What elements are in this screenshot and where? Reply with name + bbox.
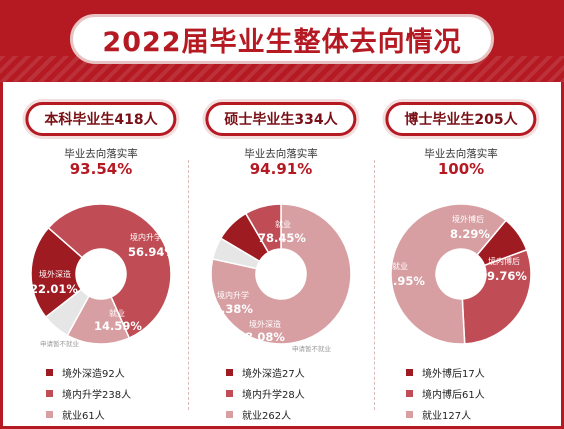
master-column: 硕士毕业生334人 毕业去向落实率 94.91% 就业 78.45% 境内升学 … bbox=[190, 98, 372, 424]
page-title: 2022届毕业生整体去向情况 bbox=[102, 26, 462, 58]
group-heading-pill: 本科毕业生418人 bbox=[25, 102, 177, 136]
legend-item: 就业61人 bbox=[46, 404, 131, 425]
segment-name-label: 境外深造 bbox=[39, 269, 71, 279]
segment-name-label: 境内升学 bbox=[217, 290, 249, 300]
legend-item: 境内博后61人 bbox=[406, 383, 485, 404]
segment-name-label: 申请暂不就业 bbox=[292, 344, 332, 353]
legend-label: 就业61人 bbox=[62, 411, 105, 422]
group-heading-pill: 博士毕业生205人 bbox=[385, 102, 537, 136]
legend: 境外深造92人 境内升学238人 就业61人 bbox=[46, 362, 131, 425]
legend-item: 境外深造27人 bbox=[226, 362, 305, 383]
segment-name-label: 就业 bbox=[392, 261, 408, 271]
segment-value-label: 22.01% bbox=[30, 282, 78, 296]
group-heading: 硕士毕业生334人 bbox=[224, 112, 338, 128]
segment-value-label: 8.29% bbox=[450, 227, 490, 241]
segment-value-label: 78.45% bbox=[258, 231, 306, 245]
legend: 境外深造27人 境内升学28人 就业262人 bbox=[226, 362, 305, 425]
legend-swatch bbox=[46, 411, 53, 418]
rate-value: 100% bbox=[437, 160, 485, 178]
segment-value-label: 29.76% bbox=[479, 269, 527, 283]
donut-chart: 就业 78.45% 境内升学 8.38% 境外深造 8.08% 申请暂不就业 bbox=[210, 203, 352, 353]
legend-swatch bbox=[226, 390, 233, 397]
segment-name-label: 境外深造 bbox=[249, 319, 281, 329]
donut-chart: 境内升学 56.94% 境外深造 22.01% 就业 14.59% 申请暂不就业 bbox=[30, 203, 176, 348]
group-heading: 博士毕业生205人 bbox=[404, 112, 518, 128]
legend-item: 境外深造92人 bbox=[46, 362, 131, 383]
rate-value: 94.91% bbox=[249, 160, 313, 178]
legend-item: 就业127人 bbox=[406, 404, 485, 425]
donut-slice bbox=[390, 203, 508, 345]
legend-label: 就业127人 bbox=[422, 411, 472, 422]
title-banner: 2022届毕业生整体去向情况 bbox=[0, 0, 564, 82]
legend-swatch bbox=[226, 369, 233, 376]
donut-slice bbox=[244, 203, 282, 254]
rate-label: 毕业去向落实率 bbox=[244, 148, 318, 160]
undergrad-column: 本科毕业生418人 毕业去向落实率 93.54% 境内升学 56.94% 境外深… bbox=[10, 98, 192, 424]
legend-item: 境外博后17人 bbox=[406, 362, 485, 383]
rate-label: 毕业去向落实率 bbox=[424, 148, 498, 160]
legend-label: 就业262人 bbox=[242, 411, 292, 422]
donut-slice bbox=[47, 203, 172, 340]
doctoral-column: 博士毕业生205人 毕业去向落实率 100% 境外博后 8.29% 境内博后 2… bbox=[370, 98, 552, 424]
group-heading: 本科毕业生418人 bbox=[44, 112, 158, 128]
rate-label: 毕业去向落实率 bbox=[64, 148, 138, 160]
legend-label: 境外博后17人 bbox=[422, 369, 485, 380]
legend-swatch bbox=[226, 411, 233, 418]
segment-value-label: 56.94% bbox=[128, 245, 176, 259]
legend-swatch bbox=[46, 390, 53, 397]
legend-label: 境内升学238人 bbox=[62, 390, 132, 401]
legend-item: 境内升学238人 bbox=[46, 383, 131, 404]
legend-swatch bbox=[406, 411, 413, 418]
donut-slice bbox=[461, 248, 532, 345]
segment-name-label: 就业 bbox=[109, 308, 125, 318]
legend-label: 境外深造27人 bbox=[242, 369, 305, 380]
segment-name-label: 境内博后 bbox=[488, 256, 520, 266]
rate-value: 93.54% bbox=[69, 160, 133, 178]
column-divider bbox=[188, 160, 189, 410]
legend-item: 就业262人 bbox=[226, 404, 305, 425]
legend-swatch bbox=[406, 390, 413, 397]
title-pill: 2022届毕业生整体去向情况 bbox=[70, 14, 494, 64]
donut-chart: 境外博后 8.29% 境内博后 29.76% 就业 61.95% bbox=[377, 203, 532, 345]
legend: 境外博后17人 境内博后61人 就业127人 bbox=[406, 362, 485, 425]
legend-swatch bbox=[46, 369, 53, 376]
donut-slice bbox=[30, 226, 84, 319]
column-divider bbox=[374, 160, 375, 410]
segment-value-label: 8.08% bbox=[245, 330, 285, 344]
segment-value-label: 8.38% bbox=[213, 302, 253, 316]
segment-value-label: 14.59% bbox=[94, 319, 142, 333]
legend-swatch bbox=[406, 369, 413, 376]
legend-label: 境内博后61人 bbox=[422, 390, 485, 401]
group-heading-pill: 硕士毕业生334人 bbox=[205, 102, 357, 136]
legend-label: 境外深造92人 bbox=[62, 369, 125, 380]
segment-name-label: 申请暂不就业 bbox=[40, 339, 80, 348]
donut-slice bbox=[44, 288, 90, 337]
donut-slice bbox=[210, 203, 352, 345]
segment-name-label: 境外博后 bbox=[452, 214, 484, 224]
segment-name-label: 境内升学 bbox=[130, 232, 162, 242]
legend-label: 境内升学28人 bbox=[242, 390, 305, 401]
legend-item: 境内升学28人 bbox=[226, 383, 305, 404]
segment-name-label: 就业 bbox=[275, 219, 291, 229]
segment-value-label: 61.95% bbox=[377, 274, 425, 288]
